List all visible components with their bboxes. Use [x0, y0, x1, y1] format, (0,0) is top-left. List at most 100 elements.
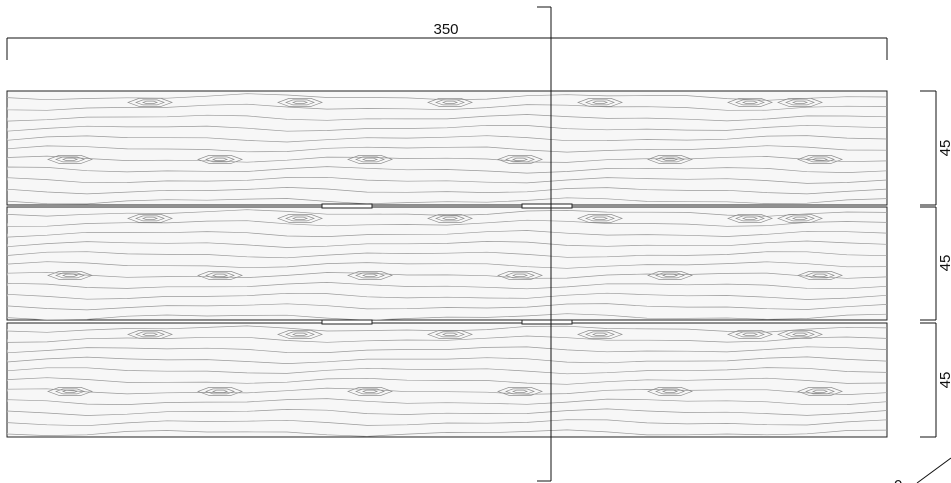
wood-knot	[434, 331, 466, 338]
wood-knot	[196, 271, 244, 280]
wood-knot	[361, 273, 379, 277]
wood-knot	[434, 99, 466, 106]
grain-line	[7, 325, 887, 333]
wood-knot	[354, 388, 386, 395]
wood-knot	[284, 99, 316, 106]
wood-knot	[204, 388, 236, 395]
wood-knot	[426, 98, 474, 107]
grain-line	[7, 251, 887, 259]
wood-knot	[284, 331, 316, 338]
wood-knot	[734, 331, 766, 338]
wood-knot	[654, 388, 686, 395]
grain-line	[7, 124, 887, 132]
wood-knot	[276, 330, 324, 339]
board-2-wood-grain	[7, 209, 887, 320]
wood-knot	[141, 100, 159, 104]
wood-knot	[726, 214, 774, 223]
wood-knot	[584, 215, 616, 222]
wood-knot	[441, 100, 459, 104]
wood-knot	[811, 157, 829, 161]
wood-knot	[576, 214, 624, 223]
grain-line	[7, 335, 887, 343]
wood-knot	[646, 271, 694, 280]
joint-connector	[321, 203, 373, 209]
wood-knot	[734, 99, 766, 106]
grain-line	[7, 155, 887, 163]
grain-line	[7, 292, 887, 300]
wood-knot	[134, 331, 166, 338]
height-dimension-2-label: 45	[937, 255, 951, 272]
wood-knot	[134, 99, 166, 106]
wood-knot	[284, 215, 316, 222]
wood-knot	[211, 389, 229, 393]
wood-knot	[61, 389, 79, 393]
wood-knot	[661, 157, 679, 161]
wood-knot	[726, 330, 774, 339]
wood-knot	[734, 215, 766, 222]
joint-connector	[521, 203, 573, 209]
board-2	[6, 206, 888, 321]
wood-knot	[784, 99, 816, 106]
wood-knot	[211, 157, 229, 161]
board-3	[6, 322, 888, 438]
wood-knot	[496, 155, 544, 164]
wood-knot	[654, 272, 686, 279]
grain-line	[7, 219, 887, 227]
joint-connector	[521, 319, 573, 325]
grain-line	[7, 261, 887, 269]
wood-knot	[54, 272, 86, 279]
grain-line	[7, 240, 887, 248]
grain-line	[7, 346, 887, 354]
wood-knot	[141, 216, 159, 220]
wood-knot	[276, 214, 324, 223]
board-1-outline	[6, 90, 888, 206]
wood-knot	[354, 156, 386, 163]
grain-line	[7, 303, 887, 311]
wood-knot	[784, 331, 816, 338]
grain-line	[7, 197, 887, 205]
wood-knot	[511, 389, 529, 393]
wood-knot	[504, 388, 536, 395]
wood-knot	[504, 272, 536, 279]
wood-knot	[784, 215, 816, 222]
wood-knot	[46, 387, 94, 396]
wood-knot	[654, 156, 686, 163]
wood-knot	[434, 215, 466, 222]
wood-knot	[126, 214, 174, 223]
wood-knot	[796, 271, 844, 280]
grain-line	[7, 166, 887, 174]
wood-knot	[426, 214, 474, 223]
wood-knot	[811, 389, 829, 393]
wood-knot	[741, 332, 759, 336]
height-dimension-2: 45	[920, 206, 951, 321]
wood-knot	[196, 155, 244, 164]
wood-knot	[776, 330, 824, 339]
wood-knot	[141, 332, 159, 336]
grain-line	[7, 135, 887, 143]
grain-line	[7, 419, 887, 427]
wood-knot	[346, 387, 394, 396]
wood-knot	[54, 388, 86, 395]
wood-knot	[576, 330, 624, 339]
grain-line	[7, 429, 887, 437]
wood-knot	[791, 332, 809, 336]
wood-knot	[791, 216, 809, 220]
grain-line	[7, 408, 887, 416]
wood-knot	[796, 155, 844, 164]
grain-line	[7, 176, 887, 184]
height-dimension-3-label: 45	[937, 372, 951, 389]
width-dimension-label: 350	[433, 21, 458, 38]
wood-knot	[361, 157, 379, 161]
height-dimension-3: 45	[920, 322, 951, 438]
wood-knot	[46, 155, 94, 164]
grain-line	[7, 313, 887, 320]
wood-knot	[726, 98, 774, 107]
wood-knot	[61, 157, 79, 161]
grain-line	[7, 282, 887, 290]
wood-knot	[504, 156, 536, 163]
grain-line	[7, 103, 887, 111]
wood-knot	[776, 98, 824, 107]
wood-knot	[441, 216, 459, 220]
wood-knot	[126, 330, 174, 339]
wood-knot	[291, 216, 309, 220]
